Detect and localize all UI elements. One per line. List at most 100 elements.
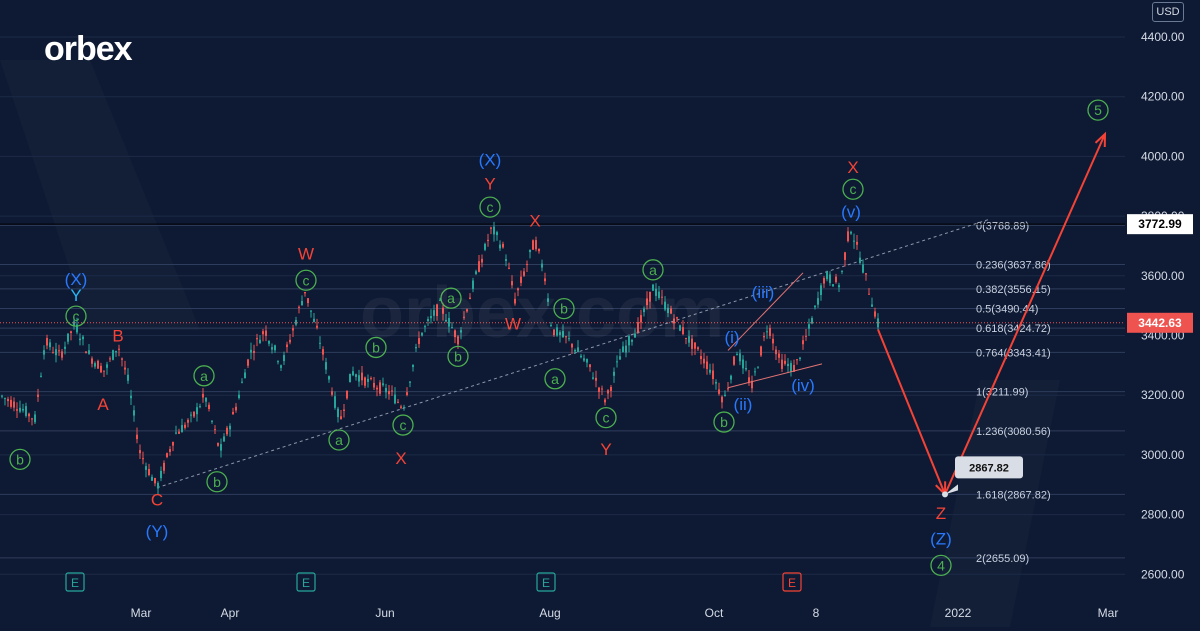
candle (445, 320, 447, 322)
candle (439, 299, 441, 301)
candle (172, 441, 174, 446)
earnings-label: E (542, 576, 550, 590)
candle (478, 261, 480, 272)
candle (307, 298, 309, 304)
candle (691, 338, 693, 349)
wedge-upper (727, 272, 804, 351)
wave-label: b (560, 301, 568, 317)
candle (379, 382, 381, 394)
wave-circle (392, 414, 414, 436)
candle (334, 396, 336, 408)
candle (844, 252, 846, 260)
candle (823, 278, 825, 284)
candle (283, 355, 285, 362)
earnings-marker (65, 572, 85, 592)
candles (1, 221, 879, 495)
candle (874, 311, 876, 317)
candle (736, 354, 738, 356)
candle (517, 288, 519, 291)
candle (529, 249, 531, 253)
wave-circle (440, 287, 462, 309)
candle (364, 377, 366, 386)
wave-circle (544, 368, 566, 390)
candle (778, 353, 780, 358)
candle (532, 240, 534, 250)
candle (85, 351, 87, 354)
candle (709, 369, 711, 373)
fib-label: 0.5(3490.44) (976, 304, 1038, 316)
wave-circle (328, 429, 350, 451)
candle (253, 351, 255, 353)
fib-label: 1(3211.99) (976, 387, 1028, 399)
wave-label: a (200, 368, 208, 384)
candle (145, 466, 147, 470)
earnings-label: E (788, 576, 796, 590)
wave-circle (193, 365, 215, 387)
candle (133, 410, 135, 416)
candle (649, 291, 651, 302)
candle (535, 240, 537, 250)
wave-label: (iv) (791, 376, 815, 395)
candle (580, 355, 582, 358)
candle (667, 307, 669, 314)
wave-label: Y (484, 174, 495, 193)
candle (427, 319, 429, 322)
candle (715, 381, 717, 384)
candle (592, 377, 594, 379)
candle (313, 318, 315, 323)
candle (556, 327, 558, 336)
candle (382, 383, 384, 386)
candle (223, 436, 225, 442)
candle (583, 358, 585, 361)
wave-circle (930, 554, 952, 576)
wave-circle (595, 406, 617, 429)
candle (442, 307, 444, 314)
candle (184, 424, 186, 428)
candle (340, 416, 342, 420)
candle (805, 335, 807, 337)
candle (811, 318, 813, 324)
candle (52, 352, 54, 354)
candle (490, 227, 492, 229)
candle (712, 370, 714, 379)
candle (157, 482, 159, 489)
wave-label: b (454, 348, 462, 364)
wave-label: A (97, 395, 109, 414)
candle (160, 470, 162, 479)
candle (136, 434, 138, 440)
candle (169, 449, 171, 452)
forecast-arrow-up (1094, 131, 1107, 148)
candle (628, 336, 630, 346)
candle (595, 377, 597, 381)
candle (385, 387, 387, 393)
wave-label: X (847, 158, 858, 177)
candle (82, 336, 84, 340)
candle (127, 374, 129, 381)
wave-label: C (151, 491, 163, 510)
wave-label: (Z) (930, 529, 952, 548)
wave-label: W (505, 315, 521, 334)
candle (199, 406, 201, 408)
candle (724, 394, 726, 397)
candle (817, 298, 819, 305)
fib-label: 0.382(3556.15) (976, 284, 1051, 296)
candle (751, 380, 753, 389)
candle (784, 360, 786, 364)
candle (799, 357, 801, 360)
candle (601, 388, 603, 390)
currency-badge[interactable]: USD (1152, 2, 1184, 22)
candle (151, 476, 153, 481)
candle (61, 351, 63, 358)
candle (181, 425, 183, 433)
candle (94, 363, 96, 367)
candle (829, 274, 831, 283)
wave-label: Y (600, 440, 611, 459)
candle (610, 386, 612, 391)
candle (154, 478, 156, 484)
candle (619, 356, 621, 360)
wave-circle (9, 448, 31, 471)
candle (706, 361, 708, 369)
candle (397, 401, 399, 403)
